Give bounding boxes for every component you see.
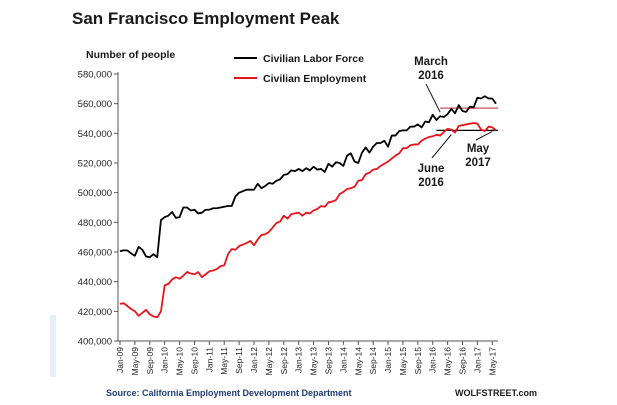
- y-tick-label: 500,000: [78, 188, 112, 199]
- series-line: [119, 95, 497, 259]
- series-line: [119, 122, 497, 319]
- x-tick-label: Jan-11: [204, 347, 214, 373]
- x-tick-label: Jan-17: [472, 347, 482, 373]
- y-tick-label: 460,000: [78, 248, 112, 259]
- y-tick-label: 540,000: [78, 129, 112, 140]
- x-tick-label: May-17: [487, 347, 497, 376]
- x-tick-label: Sep-12: [279, 347, 289, 375]
- y-axis-label: Number of people: [86, 49, 175, 61]
- x-tick-label: Sep-09: [145, 347, 155, 375]
- y-tick-label: 400,000: [78, 337, 112, 348]
- x-tick-label: Jan-10: [160, 347, 170, 373]
- x-tick-label: May-16: [443, 347, 453, 376]
- legend-label: Civilian Employment: [263, 73, 367, 85]
- x-tick-label: May-13: [309, 347, 319, 376]
- x-tick-label: May-10: [175, 347, 185, 376]
- x-tick-label: Jan-16: [428, 347, 438, 373]
- y-tick-label: 580,000: [78, 70, 112, 81]
- annotation-arrow: [425, 83, 441, 113]
- y-tick-label: 520,000: [78, 159, 112, 170]
- x-tick-label: Sep-13: [323, 347, 333, 375]
- x-tick-label: Sep-15: [413, 347, 423, 375]
- annotation-text: June 2016: [418, 163, 445, 189]
- x-tick-label: May-09: [130, 347, 140, 376]
- x-tick-label: Jan-14: [338, 347, 348, 373]
- series-lines: [119, 95, 497, 319]
- annotation-arrow: [475, 130, 493, 141]
- x-tick-label: Jan-09: [115, 347, 125, 373]
- x-tick-label: May-12: [264, 347, 274, 376]
- annotation-text: March 2016: [414, 56, 448, 82]
- x-tick-label: Sep-10: [189, 347, 199, 375]
- y-tick-label: 440,000: [78, 277, 112, 288]
- x-tick-label: May-15: [398, 347, 408, 376]
- annotation-text: May 2017: [465, 143, 491, 169]
- x-tick-label: May-11: [219, 347, 229, 375]
- source-note: Source: California Employment Developmen…: [106, 388, 352, 398]
- x-tick-label: Sep-14: [368, 347, 378, 375]
- legend: Civilian Labor Force Civilian Employment: [234, 53, 367, 85]
- x-tick-label: Sep-11: [234, 347, 244, 374]
- y-tick-label: 480,000: [78, 218, 112, 229]
- chart-title: San Francisco Employment Peak: [72, 9, 340, 28]
- annotations: March 2016 June 2016 May 2017: [414, 56, 493, 189]
- axes: 400,000 420,000 440,000 460,000 480,000 500,0…: [78, 70, 498, 376]
- x-tick-label: Sep-16: [457, 347, 467, 375]
- side-decoration: [50, 315, 56, 377]
- x-tick-label: Jan-13: [294, 347, 304, 373]
- x-tick-label: Jan-15: [383, 347, 393, 373]
- x-tick-label: Jan-12: [249, 347, 259, 373]
- x-tick-label: May-14: [353, 347, 363, 376]
- y-tick-label: 420,000: [78, 307, 112, 318]
- credit-note: WOLFSTREET.com: [455, 388, 537, 398]
- legend-label: Civilian Labor Force: [263, 53, 364, 65]
- annotation-arrow: [431, 134, 452, 159]
- y-tick-label: 560,000: [78, 99, 112, 110]
